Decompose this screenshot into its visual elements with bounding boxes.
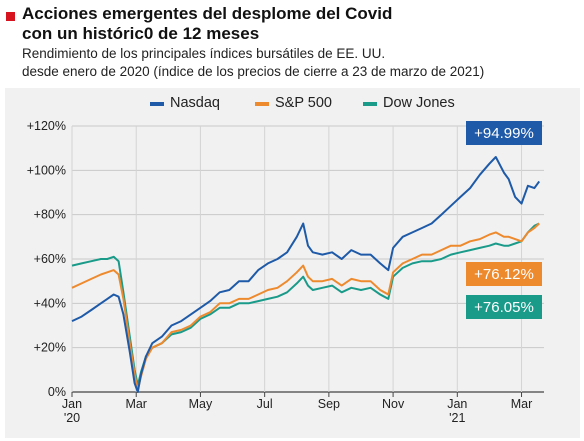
- x-tick-label: Jan: [62, 397, 82, 411]
- chart-subtitle: Rendimiento de los principales índices b…: [22, 45, 484, 81]
- x-tick-label: Mar: [511, 397, 533, 411]
- x-tick-label: Sep: [318, 397, 340, 411]
- y-tick-label: +40%: [34, 296, 66, 310]
- legend-label: S&P 500: [275, 95, 332, 111]
- x-tick-label: Jul: [257, 397, 273, 411]
- x-tick-year-label: '21: [449, 411, 465, 425]
- y-tick-label: 0%: [48, 385, 66, 399]
- y-tick-label: +60%: [34, 252, 66, 266]
- end-label-text: +76.05%: [474, 299, 534, 316]
- y-axis-ticks: 0% +20% +40% +60% +80% +100% +120%: [27, 119, 66, 399]
- end-label-badge: [466, 262, 542, 286]
- title-line-2: con un históric0 de 12 meses: [22, 24, 260, 43]
- subtitle-line-1: Rendimiento de los principales índices b…: [22, 46, 386, 61]
- end-label-badge: [466, 121, 542, 145]
- grid-lines: [72, 125, 544, 393]
- y-tick-label: +80%: [34, 208, 66, 222]
- series-lines: [71, 156, 541, 393]
- end-label-badge: [466, 295, 542, 319]
- y-tick-label: +20%: [34, 341, 66, 355]
- series-line-nasdaq: [71, 156, 541, 393]
- legend-swatch: [255, 102, 269, 106]
- legend-swatch: [363, 102, 377, 106]
- end-label-text: +76.12%: [474, 266, 534, 283]
- x-tick-label: Nov: [382, 397, 405, 411]
- x-tick-label: Mar: [125, 397, 147, 411]
- end-label-text: +94.99%: [474, 125, 534, 142]
- series-line-s-p-500: [71, 222, 540, 391]
- chart-title: Acciones emergentes del desplome del Cov…: [22, 4, 392, 44]
- legend-label: Nasdaq: [170, 95, 220, 111]
- y-tick-label: +100%: [27, 163, 66, 177]
- x-tick-year-label: '20: [64, 411, 80, 425]
- legend-label: Dow Jones: [383, 95, 455, 111]
- y-tick-label: +120%: [27, 119, 66, 133]
- x-tick-label: May: [189, 397, 213, 411]
- subtitle-line-2: desde enero de 2020 (índice de los preci…: [22, 64, 485, 79]
- end-labels: +94.99% +76.12% +76.05%: [466, 121, 542, 319]
- legend: Nasdaq S&P 500 Dow Jones: [150, 95, 455, 111]
- legend-swatch: [150, 102, 164, 106]
- header-accent-square: [6, 12, 15, 21]
- x-tick-label: Jan: [447, 397, 467, 411]
- x-grid-lines: [71, 126, 523, 397]
- title-line-1: Acciones emergentes del desplome del Cov…: [22, 4, 393, 23]
